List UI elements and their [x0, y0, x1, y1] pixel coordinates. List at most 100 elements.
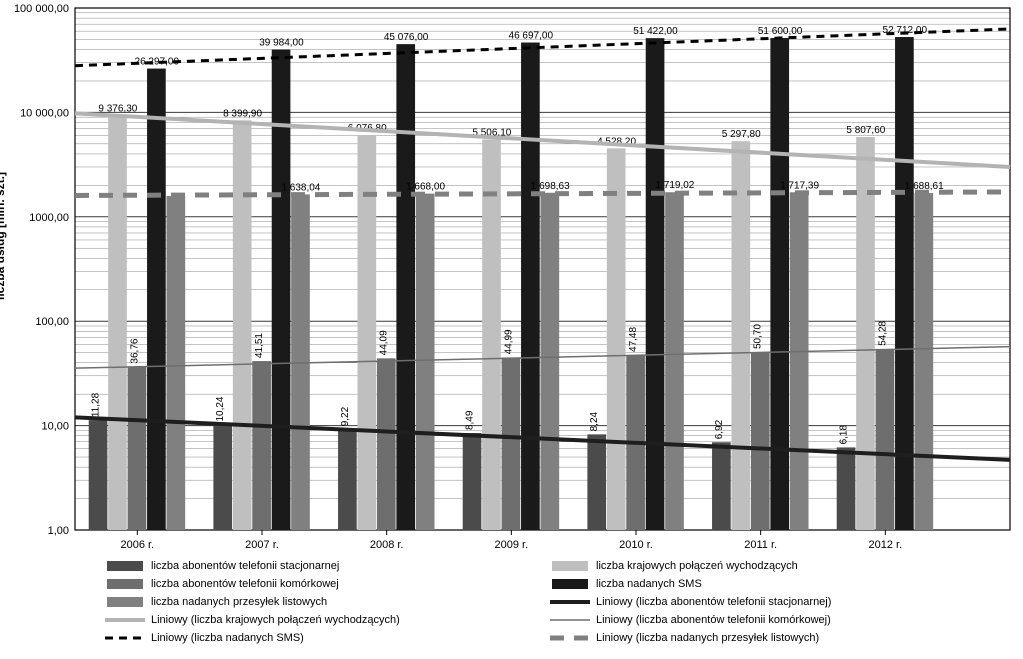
y-axis-label: liczba usług [mln. szt.]	[0, 172, 7, 300]
bar-sms	[272, 50, 291, 530]
bar-listowych	[915, 193, 934, 530]
bar-polaczen	[482, 139, 501, 530]
svg-text:1,00: 1,00	[48, 525, 69, 537]
bar-sms	[396, 44, 415, 530]
svg-text:2008 r.: 2008 r.	[370, 539, 404, 551]
bar-listowych	[790, 192, 809, 530]
legend-label: liczba nadanych przesyłek listowych	[151, 596, 327, 608]
legend: liczba abonentów telefonii stacjonarnej l…	[105, 557, 995, 647]
svg-text:46 697,00: 46 697,00	[509, 31, 554, 42]
bar-komorkowej	[252, 361, 271, 530]
legend-label: liczba nadanych SMS	[596, 578, 702, 590]
svg-text:39 984,00: 39 984,00	[259, 38, 304, 49]
legend-item: liczba abonentów telefonii komórkowej	[105, 575, 550, 593]
svg-text:10,00: 10,00	[41, 421, 69, 433]
svg-text:1000,00: 1000,00	[29, 212, 69, 224]
legend-label: liczba abonentów telefonii stacjonarnej	[151, 560, 339, 572]
bar-komorkowej	[876, 349, 895, 530]
bar-stacjonarnej	[213, 425, 232, 530]
legend-col-left: liczba abonentów telefonii stacjonarnej l…	[105, 557, 550, 647]
bar-listowych	[541, 193, 560, 530]
svg-text:2006 r.: 2006 r.	[121, 539, 155, 551]
svg-text:100,00: 100,00	[35, 316, 69, 328]
svg-text:47,48: 47,48	[628, 327, 639, 352]
legend-swatch	[105, 593, 145, 611]
bar-listowych	[416, 194, 435, 530]
bar-sms	[521, 43, 540, 530]
svg-text:6,92: 6,92	[714, 419, 725, 439]
legend-label: Liniowy (liczba krajowych połączeń wycho…	[151, 614, 400, 626]
legend-swatch	[550, 557, 590, 575]
bar-polaczen	[233, 120, 252, 530]
legend-item: liczba nadanych SMS	[550, 575, 995, 593]
legend-swatch	[550, 629, 590, 647]
legend-item: Liniowy (liczba abonentów telefonii komó…	[550, 611, 995, 629]
legend-item: liczba nadanych przesyłek listowych	[105, 593, 550, 611]
legend-item: Liniowy (liczba nadanych SMS)	[105, 629, 550, 647]
svg-text:50,70: 50,70	[753, 324, 764, 349]
svg-text:9 376,30: 9 376,30	[98, 103, 137, 114]
svg-text:51 600,00: 51 600,00	[758, 26, 803, 37]
legend-col-right: liczba krajowych połączeń wychodzących li…	[550, 557, 995, 647]
bar-stacjonarnej	[338, 429, 357, 530]
svg-text:45 076,00: 45 076,00	[384, 32, 429, 43]
legend-label: liczba krajowych połączeń wychodzących	[596, 560, 798, 572]
bar-polaczen	[108, 115, 127, 530]
legend-label: Liniowy (liczba abonentów telefonii stac…	[596, 596, 831, 608]
bar-komorkowej	[128, 367, 147, 530]
bar-stacjonarnej	[89, 420, 108, 530]
svg-text:5 807,60: 5 807,60	[846, 125, 885, 136]
bar-polaczen	[607, 148, 626, 530]
legend-label: Liniowy (liczba abonentów telefonii komó…	[596, 614, 831, 626]
svg-text:8,49: 8,49	[464, 410, 475, 430]
svg-text:1 719,02: 1 719,02	[655, 180, 694, 191]
legend-item: Liniowy (liczba abonentów telefonii stac…	[550, 593, 995, 611]
legend-swatch	[105, 557, 145, 575]
bar-sms	[770, 38, 789, 530]
bar-listowych	[665, 192, 684, 530]
bar-stacjonarnej	[837, 447, 856, 530]
svg-text:26 297,00: 26 297,00	[135, 57, 180, 68]
legend-swatch	[550, 593, 590, 611]
svg-text:10,24: 10,24	[215, 396, 226, 421]
legend-swatch	[550, 611, 590, 629]
svg-text:2009 r.: 2009 r.	[495, 539, 529, 551]
bar-stacjonarnej	[712, 442, 731, 530]
svg-text:44,09: 44,09	[379, 330, 390, 355]
svg-text:9,22: 9,22	[340, 406, 351, 426]
svg-text:51 422,00: 51 422,00	[633, 26, 678, 37]
legend-item: Liniowy (liczba krajowych połączeń wycho…	[105, 611, 550, 629]
legend-item: liczba krajowych połączeń wychodzących	[550, 557, 995, 575]
legend-label: liczba abonentów telefonii komórkowej	[151, 578, 339, 590]
bar-komorkowej	[377, 358, 396, 530]
svg-text:54,28: 54,28	[877, 320, 888, 345]
svg-text:2010 r.: 2010 r.	[619, 539, 653, 551]
svg-text:11,28: 11,28	[90, 392, 101, 417]
svg-text:100 000,00: 100 000,00	[14, 3, 69, 15]
svg-text:10 000,00: 10 000,00	[20, 107, 69, 119]
svg-text:44,99: 44,99	[503, 329, 514, 354]
svg-text:5 297,80: 5 297,80	[722, 129, 761, 140]
svg-text:2011 r.: 2011 r.	[744, 539, 777, 551]
bar-sms	[646, 38, 665, 530]
legend-item: Liniowy (liczba nadanych przesyłek listo…	[550, 629, 995, 647]
svg-text:1 638,04: 1 638,04	[281, 182, 320, 193]
svg-text:36,76: 36,76	[129, 338, 140, 363]
svg-text:41,51: 41,51	[254, 333, 265, 358]
legend-swatch	[550, 575, 590, 593]
bar-listowych	[167, 196, 186, 530]
svg-text:1 698,63: 1 698,63	[531, 181, 570, 192]
legend-swatch	[105, 629, 145, 647]
legend-item: liczba abonentów telefonii stacjonarnej	[105, 557, 550, 575]
bar-sms	[147, 69, 166, 530]
chart-stage: 1,00 10,00 100,00 1000,00 10 000,00 100 000,0…	[0, 0, 1023, 659]
svg-text:8,24: 8,24	[589, 411, 600, 431]
legend-swatch	[105, 575, 145, 593]
legend-swatch	[105, 611, 145, 629]
bar-komorkowej	[751, 352, 770, 530]
bar-komorkowej	[502, 357, 521, 530]
bar-stacjonarnej	[587, 434, 606, 530]
svg-text:6,18: 6,18	[838, 425, 849, 445]
svg-text:1 717,39: 1 717,39	[780, 180, 819, 191]
svg-text:2012 r.: 2012 r.	[869, 539, 903, 551]
